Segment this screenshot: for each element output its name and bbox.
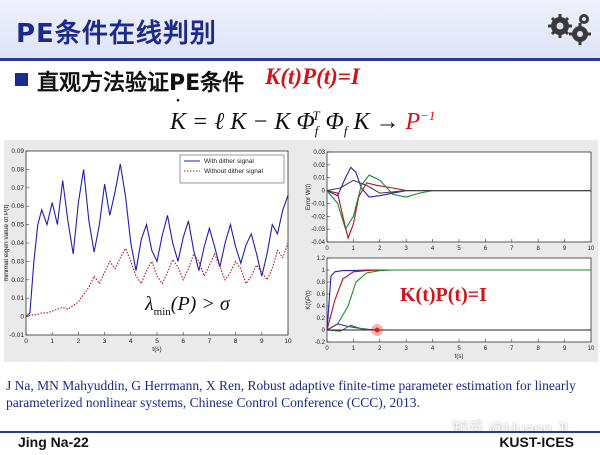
y-tick-label: -0.2 [315, 340, 326, 346]
series-line [326, 174, 591, 231]
pointer-dot [374, 327, 380, 333]
y-tick-label: -0.03 [311, 227, 325, 233]
eigenvalue-chart: 0 1 2 3 4 5 6 7 8 9 10-0.0100.010.020.030.040.050.… [4, 148, 292, 353]
y-tick-label: 0.6 [317, 292, 326, 298]
x-tick-label: 6 [181, 338, 185, 345]
kp-chart: 0 1 2 3 4 5 6 7 8 9 10-0.200.20.40.60.811.2t(s)K(t… [306, 256, 595, 360]
reference-citation: J Na, MN Mahyuddin, G Herrmann, X Ren, R… [6, 378, 576, 410]
y-tick-label: 0.09 [11, 148, 24, 155]
footer-bar [0, 431, 600, 455]
x-tick-label: 4 [129, 338, 133, 345]
x-tick-label: 4 [431, 246, 435, 250]
x-tick-label: 7 [510, 346, 514, 352]
y-tick-label: 0.8 [317, 280, 326, 286]
slide-title: PE条件在线判别 [16, 19, 217, 49]
x-axis-label: t(s) [455, 354, 464, 360]
x-tick-label: 8 [537, 246, 541, 250]
y-axis-label: minimal eigen value of P(t) [4, 205, 10, 282]
y-tick-label: 1 [322, 268, 326, 274]
y-tick-label: 0.06 [11, 203, 24, 210]
x-tick-label: 9 [563, 346, 567, 352]
x-tick-label: 3 [405, 246, 409, 250]
x-tick-label: 0 [325, 246, 329, 250]
plot-area [326, 151, 592, 243]
x-axis-label: t(s) [152, 346, 161, 353]
y-tick-label: 0.05 [11, 222, 24, 229]
bullet-square-icon [15, 73, 28, 86]
y-axis-label: Error W(t) [306, 184, 312, 210]
x-tick-label: 9 [563, 246, 567, 250]
y-tick-label: -0.01 [9, 332, 24, 339]
slide-heading: 直观方法验证PE条件 [37, 71, 245, 96]
series-line [25, 163, 289, 317]
x-tick-label: 1 [50, 338, 54, 345]
x-tick-label: 4 [431, 346, 435, 352]
x-tick-label: 5 [155, 338, 159, 345]
title-rule [0, 58, 600, 61]
x-tick-label: 0 [325, 346, 329, 352]
series-line [326, 179, 591, 194]
y-tick-label: 0.03 [313, 150, 325, 156]
series-line [326, 269, 591, 331]
x-tick-label: 10 [588, 246, 595, 250]
x-tick-label: 3 [405, 346, 409, 352]
y-tick-label: 0 [322, 328, 326, 334]
footer-institution: KUST-ICES [499, 434, 574, 450]
x-tick-label: 1 [352, 246, 356, 250]
x-tick-label: 7 [208, 338, 212, 345]
error-chart: 0 1 2 3 4 5 6 7 8 9 10 -0.04 -0.03 -0.02 -0.01 0 0.01 0.0… [306, 150, 595, 250]
y-tick-label: 0.4 [317, 304, 326, 310]
y-tick-label: 0.02 [313, 163, 325, 169]
y-tick-label: 0.08 [11, 166, 24, 173]
x-tick-label: 2 [77, 338, 81, 345]
y-tick-label: 0 [322, 189, 326, 195]
y-tick-label: 0.01 [11, 295, 24, 302]
x-tick-label: 5 [457, 346, 461, 352]
y-tick-label: 0.01 [313, 176, 325, 182]
x-tick-label: 2 [378, 346, 382, 352]
pe-condition-formula: λmin(P) > σ [145, 293, 230, 318]
x-tick-label: 7 [510, 246, 514, 250]
legend-entry: Without dither signal [204, 168, 263, 175]
y-tick-label: 0.2 [317, 316, 326, 322]
y-tick-label: 0.04 [11, 240, 24, 247]
x-tick-label: 10 [284, 338, 292, 345]
x-tick-label: 3 [103, 338, 107, 345]
y-tick-label: -0.01 [311, 201, 325, 207]
y-tick-label: 1.2 [317, 256, 326, 262]
kp-identity-label: K(t)P(t)=I [400, 284, 487, 306]
y-tick-label: 0.02 [11, 277, 24, 284]
x-tick-label: 6 [484, 346, 488, 352]
y-tick-label: -0.04 [311, 240, 325, 246]
y-tick-label: -0.02 [311, 214, 325, 220]
legend-entry: With dither signal [204, 158, 254, 165]
update-law-equation: K ˙ = ℓ K − K ΦfT Φf K → P−1 [170, 95, 436, 138]
y-tick-label: 0.07 [11, 185, 24, 192]
legend-box [179, 154, 285, 184]
x-tick-label: 0 [24, 338, 28, 345]
x-tick-label: 6 [484, 246, 488, 250]
x-tick-label: 9 [260, 338, 264, 345]
y-axis-label: K(t)P(t) [306, 290, 312, 309]
heading-formula: K(t)P(t)=I [265, 64, 360, 89]
x-tick-label: 5 [457, 246, 461, 250]
title-bar [0, 0, 600, 58]
series-line [25, 242, 289, 318]
gear-icon [548, 14, 591, 45]
x-tick-label: 8 [234, 338, 238, 345]
x-tick-label: 10 [588, 346, 595, 352]
x-tick-label: 8 [537, 346, 541, 352]
y-tick-label: 0.03 [11, 258, 24, 265]
x-tick-label: 1 [352, 346, 356, 352]
y-tick-label: 0 [20, 314, 24, 321]
x-tick-label: 2 [378, 246, 382, 250]
footer-author: Jing Na-22 [18, 434, 89, 450]
